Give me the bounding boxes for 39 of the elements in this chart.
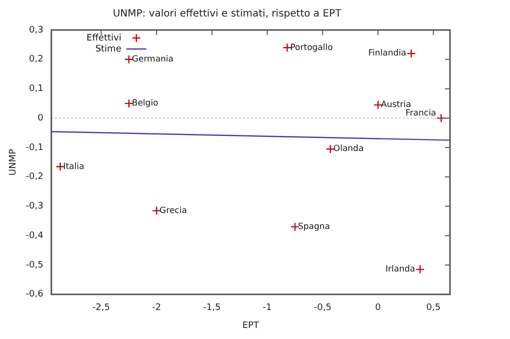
x-tick-label: -2 <box>152 303 162 314</box>
annotation: Irlanda <box>386 264 416 275</box>
point <box>436 114 446 123</box>
annotation: Germania <box>132 54 174 65</box>
y-tick-label: 0,3 <box>29 25 44 36</box>
annotation: Portogallo <box>290 42 333 53</box>
annotation: Belgio <box>132 98 158 109</box>
y-tick-label: -0,4 <box>26 230 44 241</box>
y-tick-label: -0,2 <box>26 172 44 182</box>
chart-title: UNMP: valori effettivi e stimati, rispetto a EPT <box>112 8 342 20</box>
point <box>406 48 416 58</box>
x-tick-label: -1 <box>262 303 272 314</box>
annotation: Spagna <box>298 222 330 232</box>
y-tick-label: -0,6 <box>26 290 44 300</box>
point <box>124 98 134 108</box>
y-tick-label: -0,1 <box>26 142 44 153</box>
annotation: Finlandia <box>368 48 406 59</box>
x-tick-label: -0,5 <box>314 303 332 314</box>
point <box>416 264 425 274</box>
y-tick-label: -0,3 <box>26 202 44 212</box>
y-axis-title: UNMP <box>8 148 19 176</box>
x-tick-label: -2,5 <box>92 303 110 314</box>
x-tick-label: 0,5 <box>426 303 441 314</box>
y-tick-label: 0,2 <box>29 54 44 65</box>
point <box>282 43 292 52</box>
y-tick-label: -0,5 <box>26 260 44 270</box>
x-axis-title: EPT <box>242 320 260 331</box>
annotation: Italia <box>63 162 84 172</box>
point <box>56 162 65 172</box>
legend-label: Effettivi <box>86 33 122 44</box>
y-tick-label: 0,1 <box>29 84 44 94</box>
x-tick-label: -1,5 <box>203 303 221 314</box>
annotation: Austria <box>381 100 412 110</box>
annotation: Grecia <box>160 206 187 216</box>
legend-label: Stime <box>95 44 122 54</box>
annotation: Francia <box>406 108 436 118</box>
x-tick-label: 0 <box>375 303 382 314</box>
y-tick-label: 0 <box>38 113 44 124</box>
annotation: Olanda <box>333 144 364 154</box>
